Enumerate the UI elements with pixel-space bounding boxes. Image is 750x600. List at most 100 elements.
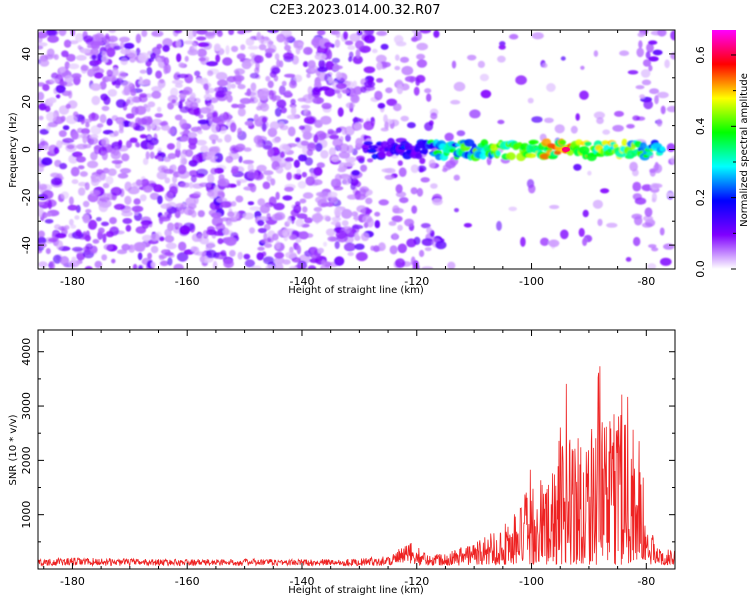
noise-blob (166, 143, 175, 150)
noise-blob (648, 56, 659, 62)
noise-blob (106, 118, 113, 126)
noise-blob (77, 45, 82, 50)
noise-blob (195, 251, 207, 256)
noise-blob (280, 107, 287, 114)
noise-blob (312, 96, 324, 105)
noise-blob (88, 137, 99, 145)
y-tick-label: 40 (20, 47, 33, 61)
noise-blob (159, 79, 165, 84)
noise-blob (287, 217, 292, 225)
noise-blob (587, 170, 592, 176)
noise-blob (84, 182, 90, 191)
noise-blob (150, 52, 156, 60)
noise-blob (206, 182, 212, 188)
noise-blob (346, 80, 354, 90)
y-tick-label: 1000 (20, 501, 33, 529)
noise-blob (660, 105, 666, 115)
noise-blob (121, 81, 133, 88)
x-tick-label: -80 (637, 575, 655, 588)
noise-blob (279, 151, 285, 159)
noise-blob (641, 79, 652, 86)
noise-blob (236, 180, 241, 186)
noise-blob (394, 258, 406, 269)
noise-blob (397, 160, 403, 166)
noise-blob (198, 114, 204, 119)
noise-blob (328, 147, 336, 157)
noise-blob (317, 66, 328, 73)
noise-blob (321, 102, 332, 110)
noise-blob (129, 121, 136, 128)
noise-blob (198, 182, 210, 188)
noise-blob (164, 177, 171, 184)
noise-blob (614, 110, 624, 117)
noise-blob (363, 120, 375, 131)
noise-blob (399, 197, 409, 204)
noise-blob (190, 210, 197, 218)
noise-blob (62, 137, 75, 144)
noise-blob (247, 183, 255, 188)
noise-blob (416, 42, 429, 51)
noise-blob (343, 31, 348, 40)
noise-blob (284, 38, 289, 46)
noise-blob (378, 242, 386, 252)
noise-blob (259, 204, 270, 214)
noise-blob (305, 111, 312, 118)
noise-blob (334, 240, 340, 250)
noise-blob (105, 230, 114, 238)
noise-blob (187, 30, 194, 40)
noise-blob (79, 171, 88, 177)
noise-blob (84, 234, 91, 242)
noise-blob (156, 171, 168, 180)
noise-blob (55, 94, 61, 99)
noise-blob (39, 59, 50, 67)
noise-blob (271, 67, 281, 74)
noise-blob (397, 243, 407, 254)
noise-blob (334, 39, 341, 48)
noise-blob (157, 195, 163, 205)
noise-blob (359, 188, 367, 197)
noise-blob (196, 233, 203, 242)
noise-blob (111, 67, 119, 77)
noise-blob (256, 31, 262, 41)
noise-blob (131, 205, 144, 213)
noise-blob (173, 222, 183, 227)
noise-blob (424, 88, 432, 94)
noise-blob (146, 124, 151, 132)
noise-blob (96, 123, 104, 128)
noise-blob (223, 259, 235, 269)
noise-blob (206, 61, 218, 67)
noise-blob (560, 56, 566, 61)
noise-blob (197, 119, 209, 125)
noise-blob (71, 73, 82, 79)
noise-blob (67, 204, 78, 211)
noise-blob (540, 237, 550, 246)
noise-blob (275, 166, 284, 174)
noise-blob (421, 266, 434, 269)
noise-blob (91, 54, 97, 60)
colorbar-tick-label: 0.0 (694, 260, 707, 278)
noise-blob (101, 221, 109, 227)
noise-blob (275, 240, 281, 250)
noise-blob (261, 122, 267, 132)
noise-blob (383, 114, 388, 124)
y-tick-label: -20 (20, 188, 33, 206)
x-tick-label: -180 (60, 575, 85, 588)
noise-blob (127, 186, 140, 195)
noise-blob (216, 138, 223, 143)
noise-blob (70, 166, 80, 177)
noise-blob (560, 229, 569, 240)
noise-blob (314, 53, 327, 61)
noise-blob (647, 263, 657, 269)
noise-blob (71, 246, 84, 252)
noise-blob (198, 152, 204, 163)
noise-blob (148, 57, 155, 63)
noise-blob (189, 95, 196, 102)
figure-title: C2E3.2023.014.00.32.R07 (269, 3, 440, 18)
noise-blob (199, 255, 205, 263)
noise-blob (271, 233, 279, 241)
noise-blob (265, 264, 274, 269)
snr-panel: -180 -160 -140 -120 -100 -80 1000 2000 3000 4000… (8, 329, 676, 596)
noise-blob (137, 252, 143, 261)
noise-blob (311, 213, 324, 223)
noise-blob (114, 79, 121, 89)
